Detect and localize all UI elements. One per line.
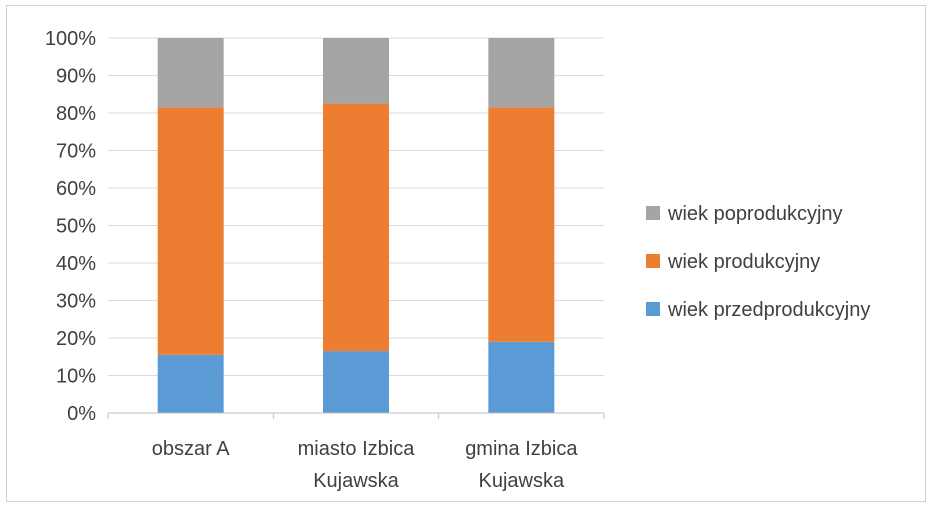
bars bbox=[157, 38, 555, 413]
y-tick-label: 40% bbox=[56, 253, 96, 275]
y-tick-label: 20% bbox=[56, 328, 96, 350]
y-tick-label: 30% bbox=[56, 291, 96, 313]
y-axis: 0% 10% 20% 30% 40% 50% 60% 70% 80% 90% 100% bbox=[45, 28, 96, 425]
y-tick-label: 90% bbox=[56, 66, 96, 88]
legend-item: wiek przedprodukcyjny bbox=[646, 299, 870, 321]
legend-label: wiek przedprodukcyjny bbox=[667, 299, 870, 321]
y-tick-label: 100% bbox=[45, 28, 96, 50]
legend-swatch bbox=[646, 302, 660, 316]
bar-segment bbox=[157, 38, 224, 108]
legend-swatch bbox=[646, 254, 660, 268]
bar-segment bbox=[488, 107, 555, 342]
x-category-label: Kujawska bbox=[313, 470, 399, 492]
y-tick-label: 10% bbox=[56, 366, 96, 388]
bar-segment bbox=[488, 341, 555, 413]
bar-segment bbox=[157, 107, 224, 355]
legend-item: wiek poprodukcyjny bbox=[646, 203, 843, 225]
x-category-label: miasto Izbica bbox=[298, 438, 416, 460]
y-tick-label: 80% bbox=[56, 103, 96, 125]
bar-segment bbox=[323, 38, 389, 104]
bar-segment bbox=[488, 38, 555, 108]
x-category-label: Kujawska bbox=[479, 470, 565, 492]
x-category-label: gmina Izbica bbox=[465, 438, 578, 460]
x-category-label: obszar A bbox=[152, 438, 230, 460]
y-tick-label: 60% bbox=[56, 178, 96, 200]
legend-swatch bbox=[646, 206, 660, 220]
y-tick-label: 0% bbox=[67, 403, 96, 425]
legend: wiek poprodukcyjny wiek produkcyjny wiek p… bbox=[646, 203, 870, 321]
y-tick-label: 50% bbox=[56, 216, 96, 238]
bar-segment bbox=[323, 103, 389, 352]
legend-label: wiek poprodukcyjny bbox=[667, 203, 843, 225]
x-axis: obszar A miasto Izbica Kujawska gmina Izbic… bbox=[107, 412, 605, 492]
bar-segment bbox=[323, 351, 389, 413]
legend-item: wiek produkcyjny bbox=[646, 251, 820, 273]
y-tick-label: 70% bbox=[56, 141, 96, 163]
legend-label: wiek produkcyjny bbox=[667, 251, 820, 273]
bar-segment bbox=[157, 354, 224, 413]
